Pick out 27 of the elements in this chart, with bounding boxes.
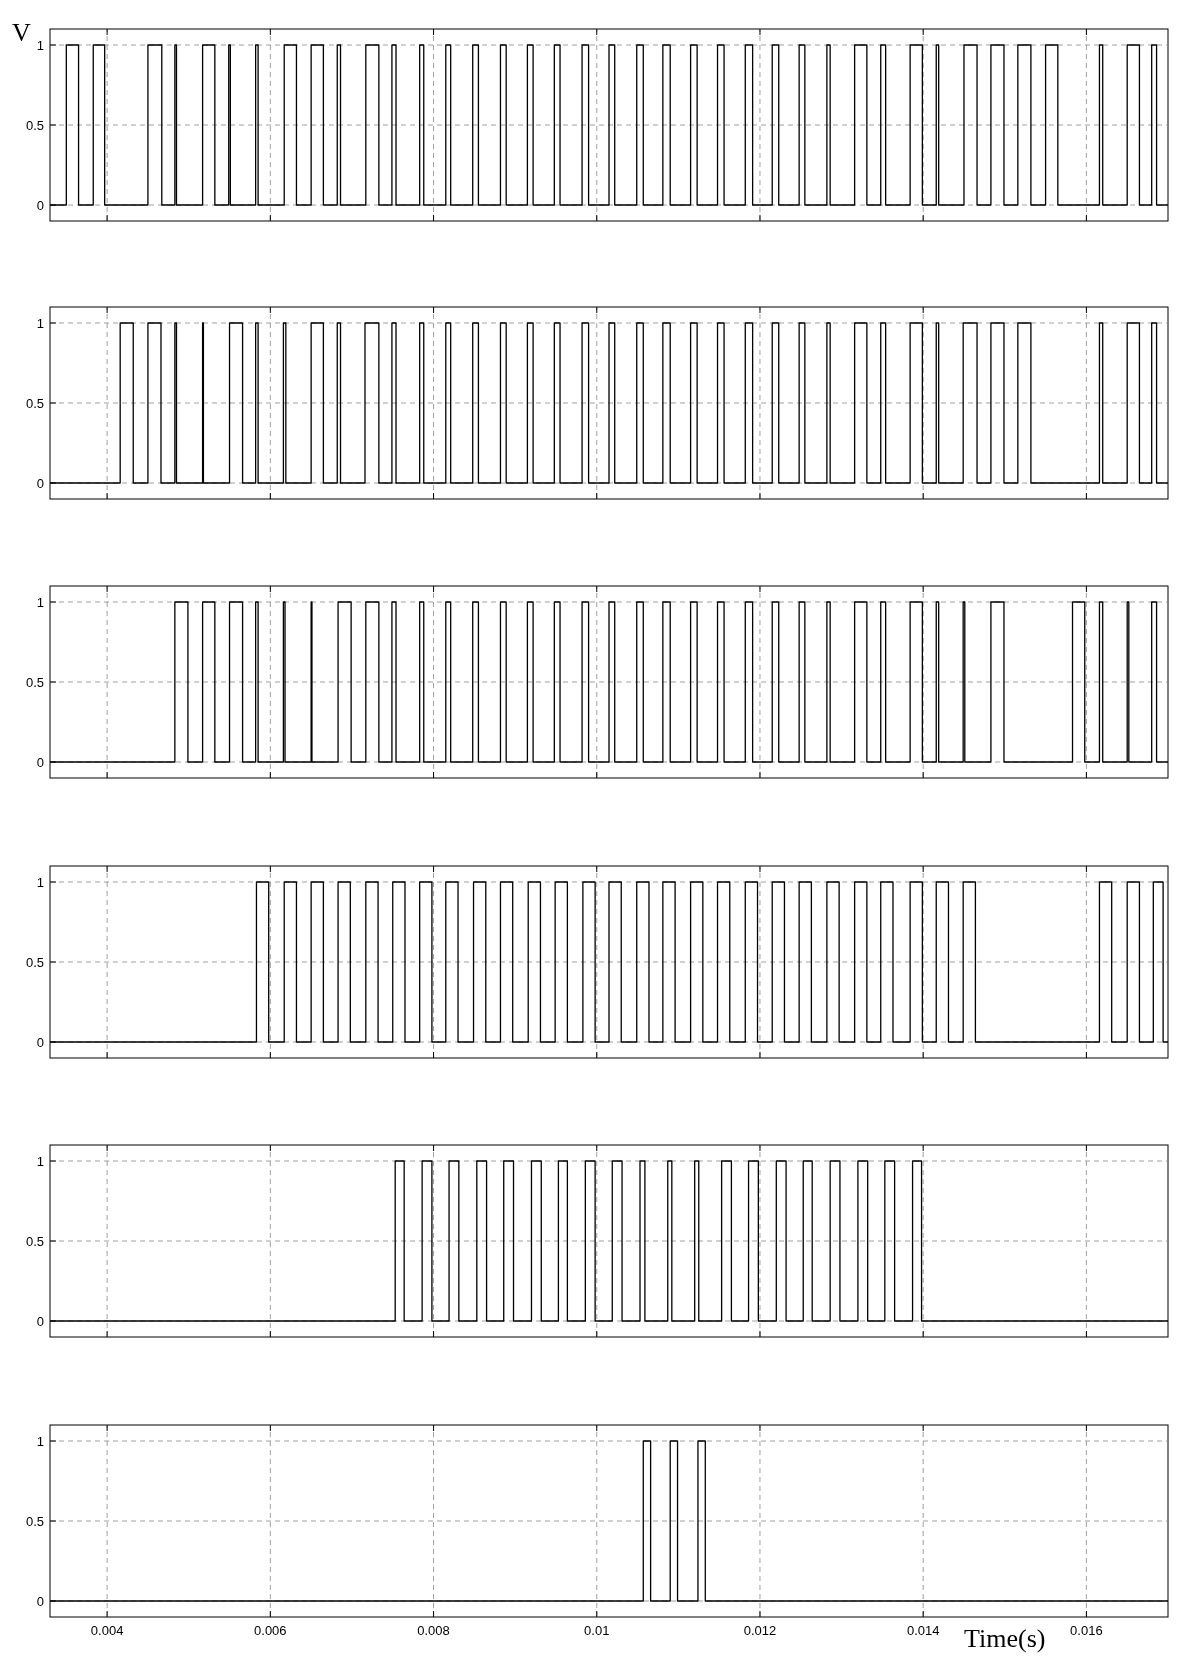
x-axis-title: Time(s) [964, 1624, 1046, 1653]
y-tick-label: 1 [36, 594, 44, 610]
x-tick-label: 0.012 [743, 1623, 777, 1638]
y-tick-label: 0.5 [25, 117, 44, 133]
y-tick-label: 0 [36, 197, 44, 213]
x-tick-label: 0.006 [254, 1623, 287, 1638]
x-tick-label: 0.004 [90, 1623, 124, 1638]
x-tick-label: 0.016 [1070, 1623, 1103, 1638]
y-tick-label: 0 [36, 1313, 44, 1329]
y-tick-label: 0.5 [25, 1233, 44, 1249]
y-tick-label: 0.5 [25, 674, 44, 690]
y-tick-label: 0 [36, 1593, 44, 1609]
y-tick-label: 1 [36, 1153, 44, 1169]
y-tick-label: 1 [36, 874, 44, 890]
y-tick-label: 1 [36, 315, 44, 331]
y-tick-label: 0 [36, 1034, 44, 1050]
y-tick-label: 1 [36, 1433, 44, 1449]
y-axis-title: V [12, 18, 31, 47]
y-tick-label: 0 [36, 754, 44, 770]
x-tick-label: 0.008 [417, 1623, 450, 1638]
y-tick-label: 0.5 [25, 954, 44, 970]
y-tick-label: 0.5 [25, 395, 44, 411]
y-tick-label: 0.5 [25, 1513, 44, 1529]
x-tick-label: 0.01 [584, 1623, 610, 1638]
x-tick-label: 0.014 [906, 1623, 940, 1638]
y-tick-label: 0 [36, 475, 44, 491]
y-tick-label: 1 [36, 37, 44, 53]
